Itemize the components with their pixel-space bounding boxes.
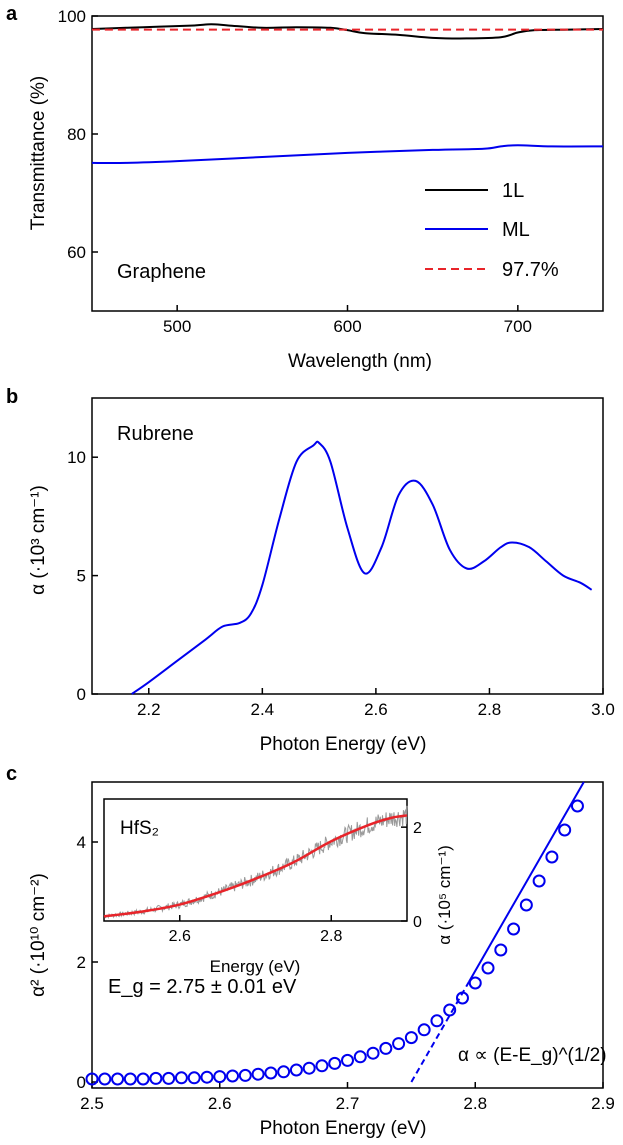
data-point [187, 1071, 201, 1085]
x-tick-label: 3.0 [591, 700, 615, 719]
x-tick-label: 2.6 [208, 1094, 232, 1113]
inset-annotation: HfS₂ [120, 818, 159, 839]
panel-c-inset-chart: 2.6 2.8 0 2 [103, 798, 422, 945]
x-tick-label: 2.4 [251, 700, 275, 719]
fit-line [467, 781, 585, 983]
y-tick-label: 4 [77, 833, 86, 852]
legend-label-97.7: 97.7% [502, 259, 559, 281]
x-tick-label: 2.6 [169, 928, 191, 945]
data-point [238, 1068, 252, 1082]
data-point [507, 922, 521, 936]
panel-label-c: c [6, 763, 17, 785]
data-point [392, 1037, 406, 1051]
x-tick-label: 500 [163, 317, 191, 336]
y-tick-label: 5 [77, 567, 86, 586]
data-point [289, 1063, 303, 1077]
y-tick-label: 2 [413, 820, 422, 837]
data-point [558, 823, 572, 837]
y-tick-label: 0 [413, 914, 422, 931]
x-tick-label: 600 [333, 317, 361, 336]
panel-c-ylabel: α² (·10¹⁰ cm⁻²) [28, 873, 49, 997]
data-point [532, 874, 546, 888]
data-point [443, 1003, 457, 1017]
data-point [251, 1067, 265, 1081]
panel-b-ylabel: α (·10³ cm⁻¹) [28, 485, 49, 595]
panel-label-a: a [6, 3, 18, 25]
legend-label-ML: ML [502, 219, 530, 241]
data-point [481, 961, 495, 975]
panel-b-xlabel: Photon Energy (eV) [260, 734, 427, 755]
series-line-ML [91, 144, 604, 165]
data-point [545, 850, 559, 864]
y-tick-label: 0 [77, 685, 86, 704]
x-tick-label: 2.8 [463, 1094, 487, 1113]
data-point [174, 1071, 188, 1085]
data-point [570, 799, 584, 813]
panel-a-annotation: Graphene [117, 261, 206, 283]
data-point [162, 1071, 176, 1085]
data-point [213, 1070, 227, 1084]
panel-a-legend: 1L ML 97.7% [425, 180, 559, 281]
panel-c-chart: 2.5 2.6 2.7 2.8 2.9 0 2 4 [77, 781, 615, 1113]
data-point [315, 1059, 329, 1073]
inset-background [104, 799, 407, 921]
y-tick-label: 0 [77, 1073, 86, 1092]
series-line-1L [91, 23, 604, 40]
data-point [379, 1041, 393, 1055]
panel-b-chart: 2.2 2.4 2.6 2.8 3.0 0 5 10 [67, 397, 615, 719]
data-point [519, 898, 533, 912]
data-point [366, 1046, 380, 1060]
y-tick-label: 10 [67, 448, 86, 467]
data-point [123, 1072, 137, 1086]
data-point [468, 976, 482, 990]
data-point [226, 1069, 240, 1083]
y-tick-label: 2 [77, 953, 86, 972]
data-point [85, 1072, 99, 1086]
data-point [341, 1053, 354, 1067]
data-point [417, 1023, 431, 1037]
panel-a-chart: 500 600 700 60 80 100 [58, 7, 604, 336]
x-tick-label: 2.9 [591, 1094, 615, 1113]
plot-frame [91, 397, 604, 695]
y-tick-label: 100 [58, 7, 86, 26]
x-tick-label: 2.7 [336, 1094, 360, 1113]
x-tick-label: 2.5 [80, 1094, 104, 1113]
x-tick-label: 700 [504, 317, 532, 336]
panel-a-ylabel: Transmittance (%) [28, 76, 49, 231]
data-point [455, 991, 469, 1005]
data-point [136, 1072, 150, 1086]
x-tick-label: 2.6 [364, 700, 388, 719]
data-point [353, 1050, 367, 1064]
x-tick-label: 2.2 [137, 700, 161, 719]
x-tick-label: 2.8 [320, 928, 342, 945]
data-point [328, 1056, 342, 1070]
panel-c-fit-annotation: α ∝ (E-E_g)^(1/2) [458, 1045, 607, 1066]
data-point [404, 1031, 418, 1045]
y-tick-label: 80 [67, 125, 86, 144]
panel-c-eg-annotation: E_g = 2.75 ± 0.01 eV [108, 976, 297, 998]
panel-label-b: b [6, 386, 18, 408]
x-tick-label: 2.8 [478, 700, 502, 719]
legend-label-1L: 1L [502, 180, 524, 202]
data-point [277, 1065, 291, 1079]
data-point [430, 1014, 444, 1028]
data-point [302, 1061, 316, 1075]
data-point [264, 1066, 278, 1080]
data-point [149, 1071, 163, 1085]
absorption-curve [131, 440, 593, 695]
data-point [494, 943, 508, 957]
inset-fit-curve [103, 814, 408, 918]
inset-xlabel: Energy (eV) [210, 957, 301, 976]
panel-c-xlabel: Photon Energy (eV) [260, 1118, 427, 1139]
panel-a-xlabel: Wavelength (nm) [288, 351, 432, 372]
y-tick-label: 60 [67, 243, 86, 262]
inset-ylabel: α (·10⁵ cm⁻¹) [435, 845, 454, 945]
data-point [98, 1072, 112, 1086]
inset-noisy-data [103, 805, 408, 920]
plot-frame [103, 798, 408, 922]
data-point [111, 1072, 125, 1086]
data-point [200, 1070, 214, 1084]
panel-b-annotation: Rubrene [117, 423, 194, 445]
